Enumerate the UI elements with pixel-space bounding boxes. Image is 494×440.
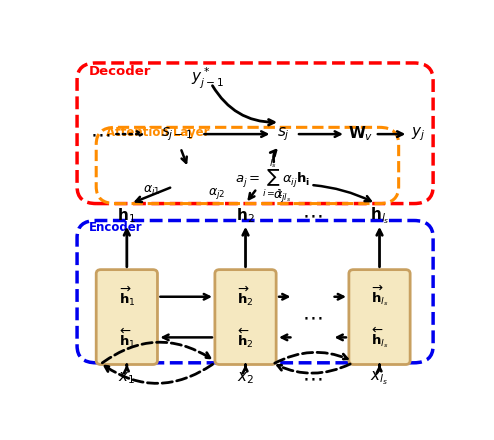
Text: $\mathbf{h}_1$: $\mathbf{h}_1$ bbox=[118, 206, 136, 225]
Text: $\alpha_{j1}$: $\alpha_{j1}$ bbox=[143, 183, 161, 198]
Text: $\mathbf{h}_{l_s}$: $\mathbf{h}_{l_s}$ bbox=[370, 205, 389, 226]
Text: $x_{l_s}$: $x_{l_s}$ bbox=[370, 369, 389, 387]
Text: $x_1$: $x_1$ bbox=[118, 370, 135, 386]
Text: $\cdots$: $\cdots$ bbox=[302, 368, 323, 388]
Text: $\cdots$: $\cdots$ bbox=[90, 124, 110, 144]
Text: $\overrightarrow{\mathbf{h}}_{1}$: $\overrightarrow{\mathbf{h}}_{1}$ bbox=[119, 284, 135, 308]
Text: $\overleftarrow{\mathbf{h}}_{1}$: $\overleftarrow{\mathbf{h}}_{1}$ bbox=[119, 326, 135, 350]
Text: $\cdots$: $\cdots$ bbox=[302, 205, 323, 225]
Text: Decoder: Decoder bbox=[88, 65, 151, 78]
Text: Encoder: Encoder bbox=[88, 221, 142, 234]
Text: $\overrightarrow{\mathbf{h}}_{2}$: $\overrightarrow{\mathbf{h}}_{2}$ bbox=[237, 284, 254, 308]
Text: $\overleftarrow{\mathbf{h}}_{l_s}$: $\overleftarrow{\mathbf{h}}_{l_s}$ bbox=[371, 326, 388, 351]
Text: Attention Layer: Attention Layer bbox=[106, 126, 209, 139]
FancyBboxPatch shape bbox=[96, 270, 158, 364]
Text: $y_j$: $y_j$ bbox=[411, 125, 425, 143]
Text: $x_2$: $x_2$ bbox=[237, 370, 254, 386]
Text: $s_{j-1}$: $s_{j-1}$ bbox=[161, 125, 193, 143]
FancyBboxPatch shape bbox=[349, 270, 410, 364]
Text: $\mathbf{W}_v$: $\mathbf{W}_v$ bbox=[348, 125, 373, 143]
Text: $\cdots$: $\cdots$ bbox=[302, 307, 323, 327]
Text: $\alpha_{jl_s}$: $\alpha_{jl_s}$ bbox=[273, 189, 291, 204]
Text: $a_j = \sum_{i=1}^{l_s} \alpha_{ij} \mathbf{h_i}$: $a_j = \sum_{i=1}^{l_s} \alpha_{ij} \mat… bbox=[235, 158, 310, 199]
Text: $\overleftarrow{\mathbf{h}}_{2}$: $\overleftarrow{\mathbf{h}}_{2}$ bbox=[237, 326, 254, 350]
FancyBboxPatch shape bbox=[215, 270, 276, 364]
Text: $y^*_{j-1}$: $y^*_{j-1}$ bbox=[191, 66, 224, 92]
Text: $\overrightarrow{\mathbf{h}}_{l_s}$: $\overrightarrow{\mathbf{h}}_{l_s}$ bbox=[371, 284, 388, 308]
Text: $s_j$: $s_j$ bbox=[277, 125, 290, 143]
Text: $\mathbf{h}_2$: $\mathbf{h}_2$ bbox=[236, 206, 255, 225]
Text: $\alpha_{j2}$: $\alpha_{j2}$ bbox=[208, 186, 225, 201]
